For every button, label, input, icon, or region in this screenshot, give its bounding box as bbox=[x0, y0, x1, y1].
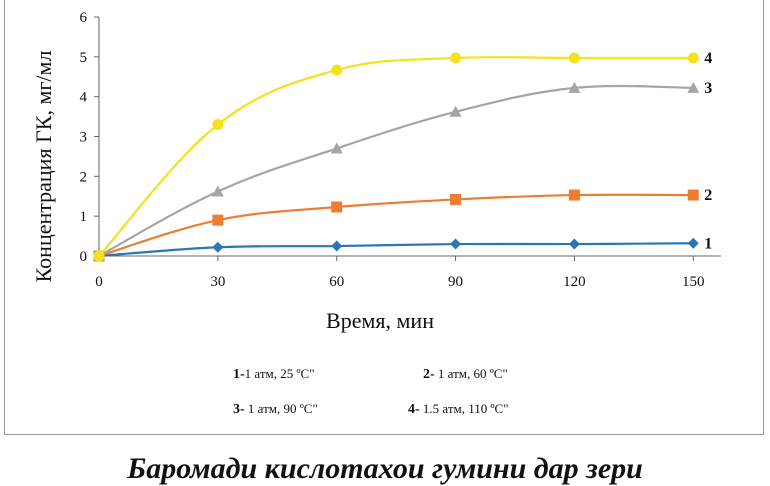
x-tick-label: 30 bbox=[210, 274, 225, 290]
data-point bbox=[331, 201, 343, 213]
x-tick-label: 150 bbox=[682, 274, 705, 290]
series-2: 2 bbox=[98, 187, 712, 258]
data-point bbox=[212, 241, 224, 253]
data-point bbox=[212, 119, 224, 131]
x-tick-label: 0 bbox=[95, 274, 103, 290]
y-tick-label: 6 bbox=[80, 10, 88, 26]
x-tick-label: 60 bbox=[329, 274, 344, 290]
data-point bbox=[211, 185, 224, 197]
data-point bbox=[331, 240, 343, 252]
data-point bbox=[450, 238, 462, 250]
figure-caption: Баромади кислотахои гумини дар зери bbox=[127, 452, 643, 485]
y-tick-label: 0 bbox=[80, 249, 88, 265]
series-line bbox=[98, 193, 694, 258]
legend-item-2: 2- 1 атм, 60 ºC" bbox=[423, 366, 508, 382]
data-point bbox=[450, 52, 462, 64]
series-end-label: 4 bbox=[704, 50, 712, 67]
data-point bbox=[450, 193, 462, 205]
series-end-label: 1 bbox=[704, 235, 712, 252]
series-3: 3 bbox=[98, 80, 712, 257]
data-point bbox=[568, 52, 580, 64]
series-1: 1 bbox=[98, 235, 712, 258]
series-line bbox=[98, 84, 694, 257]
data-point bbox=[93, 250, 105, 262]
series-4: 4 bbox=[98, 50, 712, 257]
data-point bbox=[687, 189, 699, 201]
y-tick-label: 5 bbox=[80, 50, 88, 66]
data-point bbox=[687, 81, 700, 93]
data-point bbox=[687, 52, 699, 64]
y-tick-label: 4 bbox=[80, 90, 88, 106]
data-point bbox=[449, 105, 462, 117]
series-end-label: 3 bbox=[704, 80, 712, 97]
series-line bbox=[98, 242, 694, 258]
x-tick-label: 90 bbox=[448, 274, 463, 290]
legend-item-3: 3- 1 атм, 90 ºC" bbox=[233, 401, 318, 417]
x-axis-label: Время, мин bbox=[326, 308, 434, 333]
data-point bbox=[212, 214, 224, 226]
y-tick-label: 3 bbox=[80, 130, 88, 146]
legend-item-1: 1-1 атм, 25 ºC" bbox=[233, 366, 315, 382]
data-point bbox=[568, 238, 580, 250]
series-line bbox=[98, 55, 694, 257]
data-point bbox=[687, 237, 699, 249]
data-point bbox=[568, 81, 581, 93]
data-point bbox=[331, 64, 343, 76]
x-tick-label: 120 bbox=[563, 274, 586, 290]
y-tick-label: 2 bbox=[80, 169, 88, 185]
series-end-label: 2 bbox=[704, 187, 712, 204]
data-point bbox=[330, 142, 343, 154]
data-point bbox=[568, 189, 580, 201]
legend-item-4: 4- 1.5 атм, 110 ºC" bbox=[408, 401, 509, 417]
y-axis-label: Концентрация ГК, мг/мл bbox=[31, 51, 56, 283]
y-tick-label: 1 bbox=[80, 209, 88, 225]
chart-frame: 0 1 2 3 4 5 6 0 30 60 90 120 150 Время, мин Концентрац… bbox=[4, 0, 764, 435]
